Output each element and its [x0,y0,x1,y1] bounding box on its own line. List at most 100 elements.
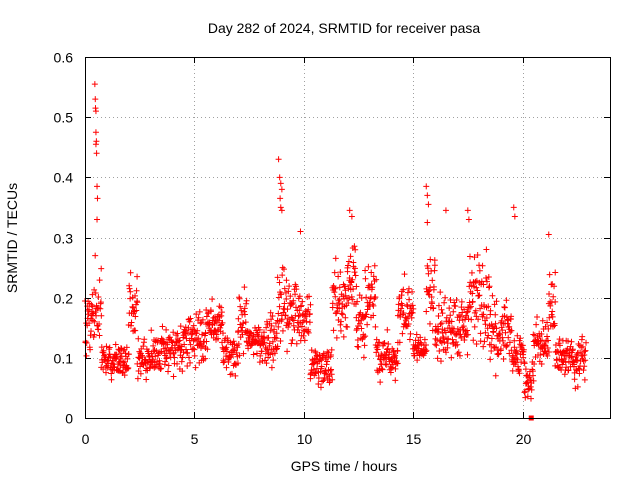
x-tick-label: 0 [82,431,90,447]
data-point [362,267,369,274]
data-point [286,283,293,290]
data-point [243,297,250,304]
data-point [574,357,581,364]
data-point [440,334,447,341]
data-point [478,278,485,285]
data-point [347,253,354,260]
data-point [443,336,450,343]
data-point [381,339,388,346]
data-point [353,283,360,290]
data-point [139,353,146,360]
data-point [527,395,534,402]
data-point [550,293,557,300]
data-point [467,303,474,310]
data-point [437,321,444,328]
data-point [177,346,184,353]
y-tick-label: 0.2 [54,291,74,307]
data-point [329,300,336,307]
data-point [345,258,352,265]
data-point [320,377,327,384]
data-point [399,311,406,318]
data-point [402,317,409,324]
data-point [436,348,443,355]
data-point [132,292,139,299]
data-point [501,304,508,311]
data-point [290,297,297,304]
data-point [499,334,506,341]
data-point [372,323,379,330]
data-point [288,301,295,308]
data-point [232,372,239,379]
data-point [199,316,206,323]
data-point [268,322,275,329]
data-point [464,351,471,358]
data-point [337,321,344,328]
data-point [332,255,339,262]
data-point [218,312,225,319]
data-point [450,308,457,315]
data-point [337,327,344,334]
data-point [300,332,307,339]
data-point [547,302,554,309]
data-point [290,322,297,329]
data-point [279,316,286,323]
data-point [332,285,339,292]
data-point [92,141,99,148]
data-point [473,341,480,348]
data-point [418,340,425,347]
data-point [336,284,343,291]
data-point [269,338,276,345]
data-point [91,318,98,325]
data-point [354,337,361,344]
data-point [395,301,402,308]
data-point [149,358,156,365]
y-tick-label: 0.6 [54,50,74,66]
data-point [545,337,552,344]
data-point [92,96,99,103]
data-point [183,346,190,353]
data-point [127,322,134,329]
data-point [305,329,312,336]
data-point [103,343,110,350]
data-point [98,265,105,272]
data-point [552,298,559,305]
data-point [441,338,448,345]
data-point [92,289,99,296]
data-point [508,347,515,354]
data-point [568,338,575,345]
data-point [561,371,568,378]
data-point [363,311,370,318]
y-tick-label: 0.5 [54,110,74,126]
data-point [443,314,450,321]
data-point [299,298,306,305]
data-point [482,321,489,328]
data-point [434,355,441,362]
data-point [502,342,509,349]
data-point [234,344,241,351]
data-point [524,393,531,400]
data-point [423,308,430,315]
data-point [492,320,499,327]
data-point [468,316,475,323]
data-point [193,330,200,337]
data-point [97,299,104,306]
data-point [277,204,284,211]
data-point [296,293,303,300]
data-point [223,344,230,351]
data-point [489,292,496,299]
data-point [360,354,367,361]
data-point [121,372,128,379]
data-point [203,338,210,345]
data-point [318,363,325,370]
data-point [510,352,517,359]
data-point [455,349,462,356]
data-point [319,378,326,385]
data-point [546,314,553,321]
data-point [431,257,438,264]
data-point [339,311,346,318]
data-point [398,305,405,312]
data-point [284,348,291,355]
data-point [306,319,313,326]
data-point [324,348,331,355]
data-point [504,342,511,349]
